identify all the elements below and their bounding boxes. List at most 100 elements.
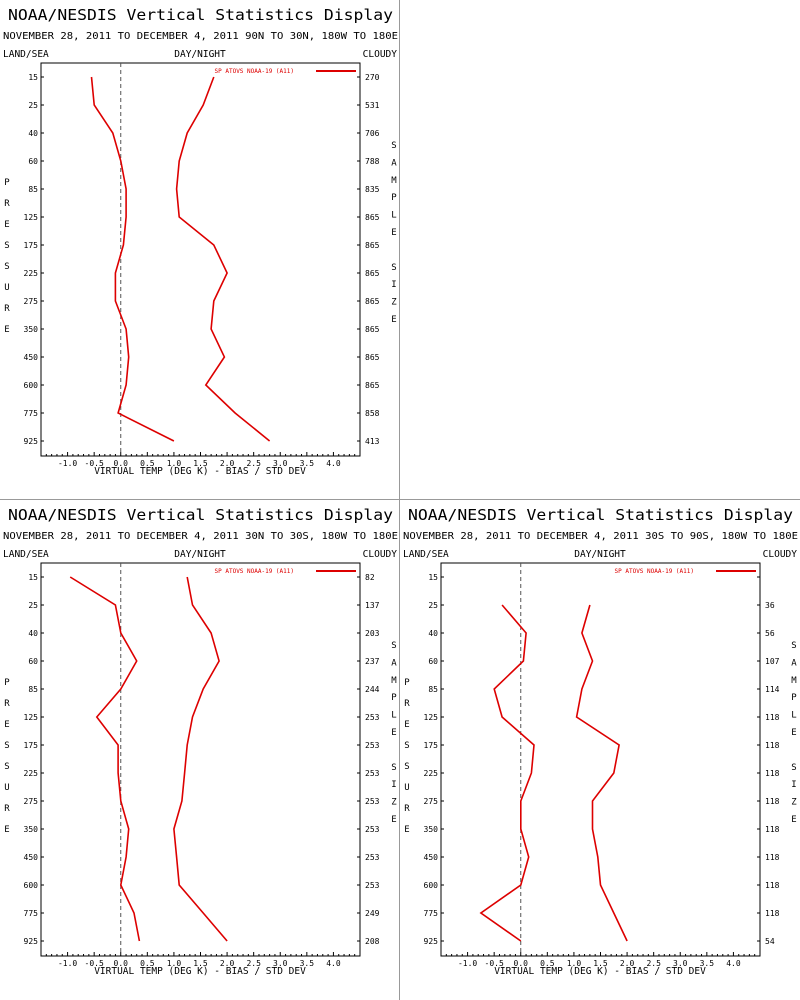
land-sea-label: LAND/SEA <box>403 549 449 560</box>
stats-panel-30s-90s: NOAA/NESDIS Vertical Statistics Display … <box>400 500 800 1000</box>
x-tick-label: 4.0 <box>726 959 741 968</box>
chart-title: NOAA/NESDIS Vertical Statistics Display <box>8 6 393 24</box>
sample-size-label: 253 <box>365 769 380 778</box>
pressure-tick-label: 85 <box>28 685 38 694</box>
pressure-tick-label: 600 <box>424 881 439 890</box>
pressure-tick-label: 85 <box>28 185 38 194</box>
legend-label: SP ATOVS NOAA-19 (A11) <box>615 568 694 575</box>
sample-size-axis-title-letter: S <box>391 763 396 773</box>
pressure-axis-title-letter: S <box>404 762 409 772</box>
sample-size-axis-title-letter: I <box>791 780 796 790</box>
pressure-tick-label: 350 <box>24 325 39 334</box>
std-dev-line <box>175 76 271 442</box>
x-tick-label: 0.5 <box>540 959 555 968</box>
stats-panel-30n-30s: NOAA/NESDIS Vertical Statistics Display … <box>0 500 400 1000</box>
pressure-tick-label: 225 <box>24 269 39 278</box>
x-tick-label: -0.5 <box>85 459 104 468</box>
pressure-axis-title-letter: E <box>4 325 9 335</box>
sample-size-label: 137 <box>365 601 380 610</box>
sample-size-label: 54 <box>765 937 775 946</box>
day-night-label: DAY/NIGHT <box>174 49 226 60</box>
chart-svg: NOAA/NESDIS Vertical Statistics Display … <box>3 506 398 977</box>
sample-size-label: 118 <box>765 881 780 890</box>
pressure-tick-label: 175 <box>24 741 39 750</box>
pressure-axis-title-letter: P <box>4 678 10 688</box>
day-night-label: DAY/NIGHT <box>174 549 226 560</box>
pressure-tick-label: 125 <box>24 213 39 222</box>
sample-size-axis-title-letter: P <box>391 193 397 203</box>
x-tick-label: -1.0 <box>458 959 477 968</box>
pressure-axis-title-letter: U <box>4 783 9 793</box>
pressure-tick-label: 25 <box>428 601 438 610</box>
sample-size-axis-title-letter: P <box>391 693 397 703</box>
plot-area: -1.0 -0.5 0.0 0.5 1.0 1.5 2.0 2.5 3.0 3.5 4.0 15 82 2… <box>4 563 397 968</box>
x-axis-label: VIRTUAL TEMP (DEG K) - BIAS / STD DEV <box>494 966 706 977</box>
pressure-axis-title-letter: E <box>4 220 9 230</box>
legend-label: SP ATOVS NOAA-19 (A11) <box>215 68 294 75</box>
x-tick-label: -0.5 <box>85 959 104 968</box>
sample-size-label: 253 <box>365 741 380 750</box>
sample-size-axis-title-letter: I <box>391 280 396 290</box>
sample-size-axis-title-letter: M <box>391 176 397 186</box>
pressure-tick-label: 450 <box>24 353 39 362</box>
stats-panel-90n-30n: NOAA/NESDIS Vertical Statistics Display … <box>0 0 400 500</box>
x-tick-label: 2.0 <box>620 959 635 968</box>
chart-title: NOAA/NESDIS Vertical Statistics Display <box>8 506 393 524</box>
sample-size-label: 835 <box>365 185 380 194</box>
pressure-tick-label: 275 <box>24 297 39 306</box>
pressure-tick-label: 40 <box>428 629 438 638</box>
pressure-axis-title-letter: E <box>404 825 409 835</box>
sample-size-axis-title-letter: S <box>391 641 396 651</box>
land-sea-label: LAND/SEA <box>3 49 49 60</box>
pressure-tick-label: 15 <box>28 73 38 82</box>
chart-svg: NOAA/NESDIS Vertical Statistics Display … <box>3 6 398 477</box>
pressure-tick-label: 40 <box>28 129 38 138</box>
cloudy-label: CLOUDY <box>363 49 398 60</box>
pressure-tick-label: 60 <box>28 657 38 666</box>
sample-size-axis-title-letter: P <box>791 693 797 703</box>
pressure-tick-label: 275 <box>424 797 439 806</box>
sample-size-label: 237 <box>365 657 380 666</box>
sample-size-axis-title-letter: S <box>391 141 396 151</box>
pressure-tick-label: 175 <box>424 741 439 750</box>
std-dev-line <box>173 576 228 942</box>
x-axis-label: VIRTUAL TEMP (DEG K) - BIAS / STD DEV <box>94 466 306 477</box>
x-tick-label: 1.5 <box>193 959 208 968</box>
pressure-tick-label: 15 <box>28 573 38 582</box>
sample-size-axis-title-letter: I <box>391 780 396 790</box>
x-tick-label: 1.0 <box>167 459 182 468</box>
x-tick-label: 4.0 <box>326 459 341 468</box>
sample-size-label: 253 <box>365 881 380 890</box>
chart-subtitle: NOVEMBER 28, 2011 TO DECEMBER 4, 2011 30… <box>403 531 798 542</box>
pressure-tick-label: 225 <box>24 769 39 778</box>
sample-size-label: 253 <box>365 825 380 834</box>
sample-size-axis-title-letter: L <box>391 711 396 721</box>
sample-size-label: 706 <box>365 129 380 138</box>
pressure-tick-label: 775 <box>24 409 39 418</box>
sample-size-axis-title-letter: E <box>391 228 396 238</box>
pressure-axis-title-letter: E <box>404 720 409 730</box>
x-tick-label: 3.0 <box>273 459 288 468</box>
sample-size-axis-title-letter: E <box>391 315 396 325</box>
sample-size-label: 413 <box>365 437 380 446</box>
sample-size-axis-title-letter: Z <box>391 798 397 808</box>
x-tick-label: 0.5 <box>140 959 155 968</box>
x-tick-label: 0.0 <box>514 959 529 968</box>
sample-size-axis-title-letter: A <box>391 658 397 668</box>
sample-size-label: 865 <box>365 241 380 250</box>
pressure-axis-title-letter: P <box>4 178 10 188</box>
sample-size-label: 114 <box>765 685 780 694</box>
pressure-tick-label: 40 <box>28 629 38 638</box>
x-tick-label: 1.0 <box>567 959 582 968</box>
cloudy-label: CLOUDY <box>363 549 398 560</box>
pressure-axis-title-letter: R <box>4 804 10 814</box>
x-tick-label: 2.5 <box>646 959 661 968</box>
pressure-axis-title-letter: R <box>4 699 10 709</box>
sample-size-label: 865 <box>365 269 380 278</box>
pressure-tick-label: 450 <box>24 853 39 862</box>
pressure-axis-title-letter: U <box>404 783 409 793</box>
sample-size-axis-title-letter: S <box>391 263 396 273</box>
x-tick-label: 0.0 <box>114 459 129 468</box>
sample-size-label: 118 <box>765 797 780 806</box>
sample-size-label: 107 <box>765 657 780 666</box>
